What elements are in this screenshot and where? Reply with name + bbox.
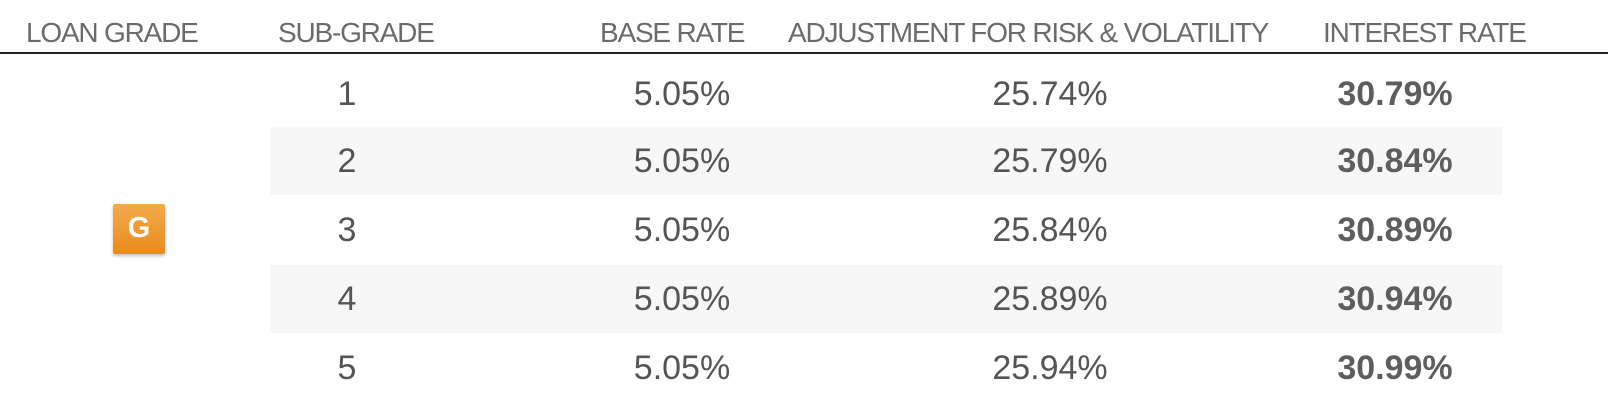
table-row: 2 5.05% 25.79% 30.84% [270,127,1502,195]
adjustment-cell: 25.89% [992,280,1108,318]
base-rate-cell: 5.05% [633,75,731,113]
interest-rate-cell: 30.84% [1337,142,1453,180]
sub-grade-cell: 3 [337,211,357,249]
base-rate-cell: 5.05% [633,349,731,387]
header-interest-rate: INTEREST RATE [1323,17,1527,48]
table-row: 3 5.05% 25.84% 30.89% [270,196,1502,264]
header-sub-grade: SUB-GRADE [278,17,435,48]
adjustment-cell: 25.79% [992,142,1108,180]
base-rate-cell: 5.05% [633,142,731,180]
base-rate-cell: 5.05% [633,280,731,318]
interest-rate-cell: 30.99% [1337,349,1453,387]
table-row: 5 5.05% 25.94% 30.99% [270,334,1502,402]
grade-badge: G [113,204,165,254]
interest-rate-cell: 30.94% [1337,280,1453,318]
sub-grade-cell: 1 [337,75,357,113]
table-row: 1 5.05% 25.74% 30.79% [270,60,1502,128]
sub-grade-cell: 4 [337,280,357,318]
interest-rate-cell: 30.79% [1337,75,1453,113]
sub-grade-cell: 5 [337,349,357,387]
table-row: 4 5.05% 25.89% 30.94% [270,265,1502,333]
header-base-rate: BASE RATE [600,17,745,48]
adjustment-cell: 25.84% [992,211,1108,249]
header-loan-grade: LOAN GRADE [26,17,199,48]
header-adjustment: ADJUSTMENT FOR RISK & VOLATILITY [788,17,1269,48]
adjustment-cell: 25.94% [992,349,1108,387]
sub-grade-cell: 2 [337,142,357,180]
base-rate-cell: 5.05% [633,211,731,249]
interest-rate-cell: 30.89% [1337,211,1453,249]
table-header: LOAN GRADE SUB-GRADE BASE RATE ADJUSTMEN… [0,0,1608,54]
adjustment-cell: 25.74% [992,75,1108,113]
